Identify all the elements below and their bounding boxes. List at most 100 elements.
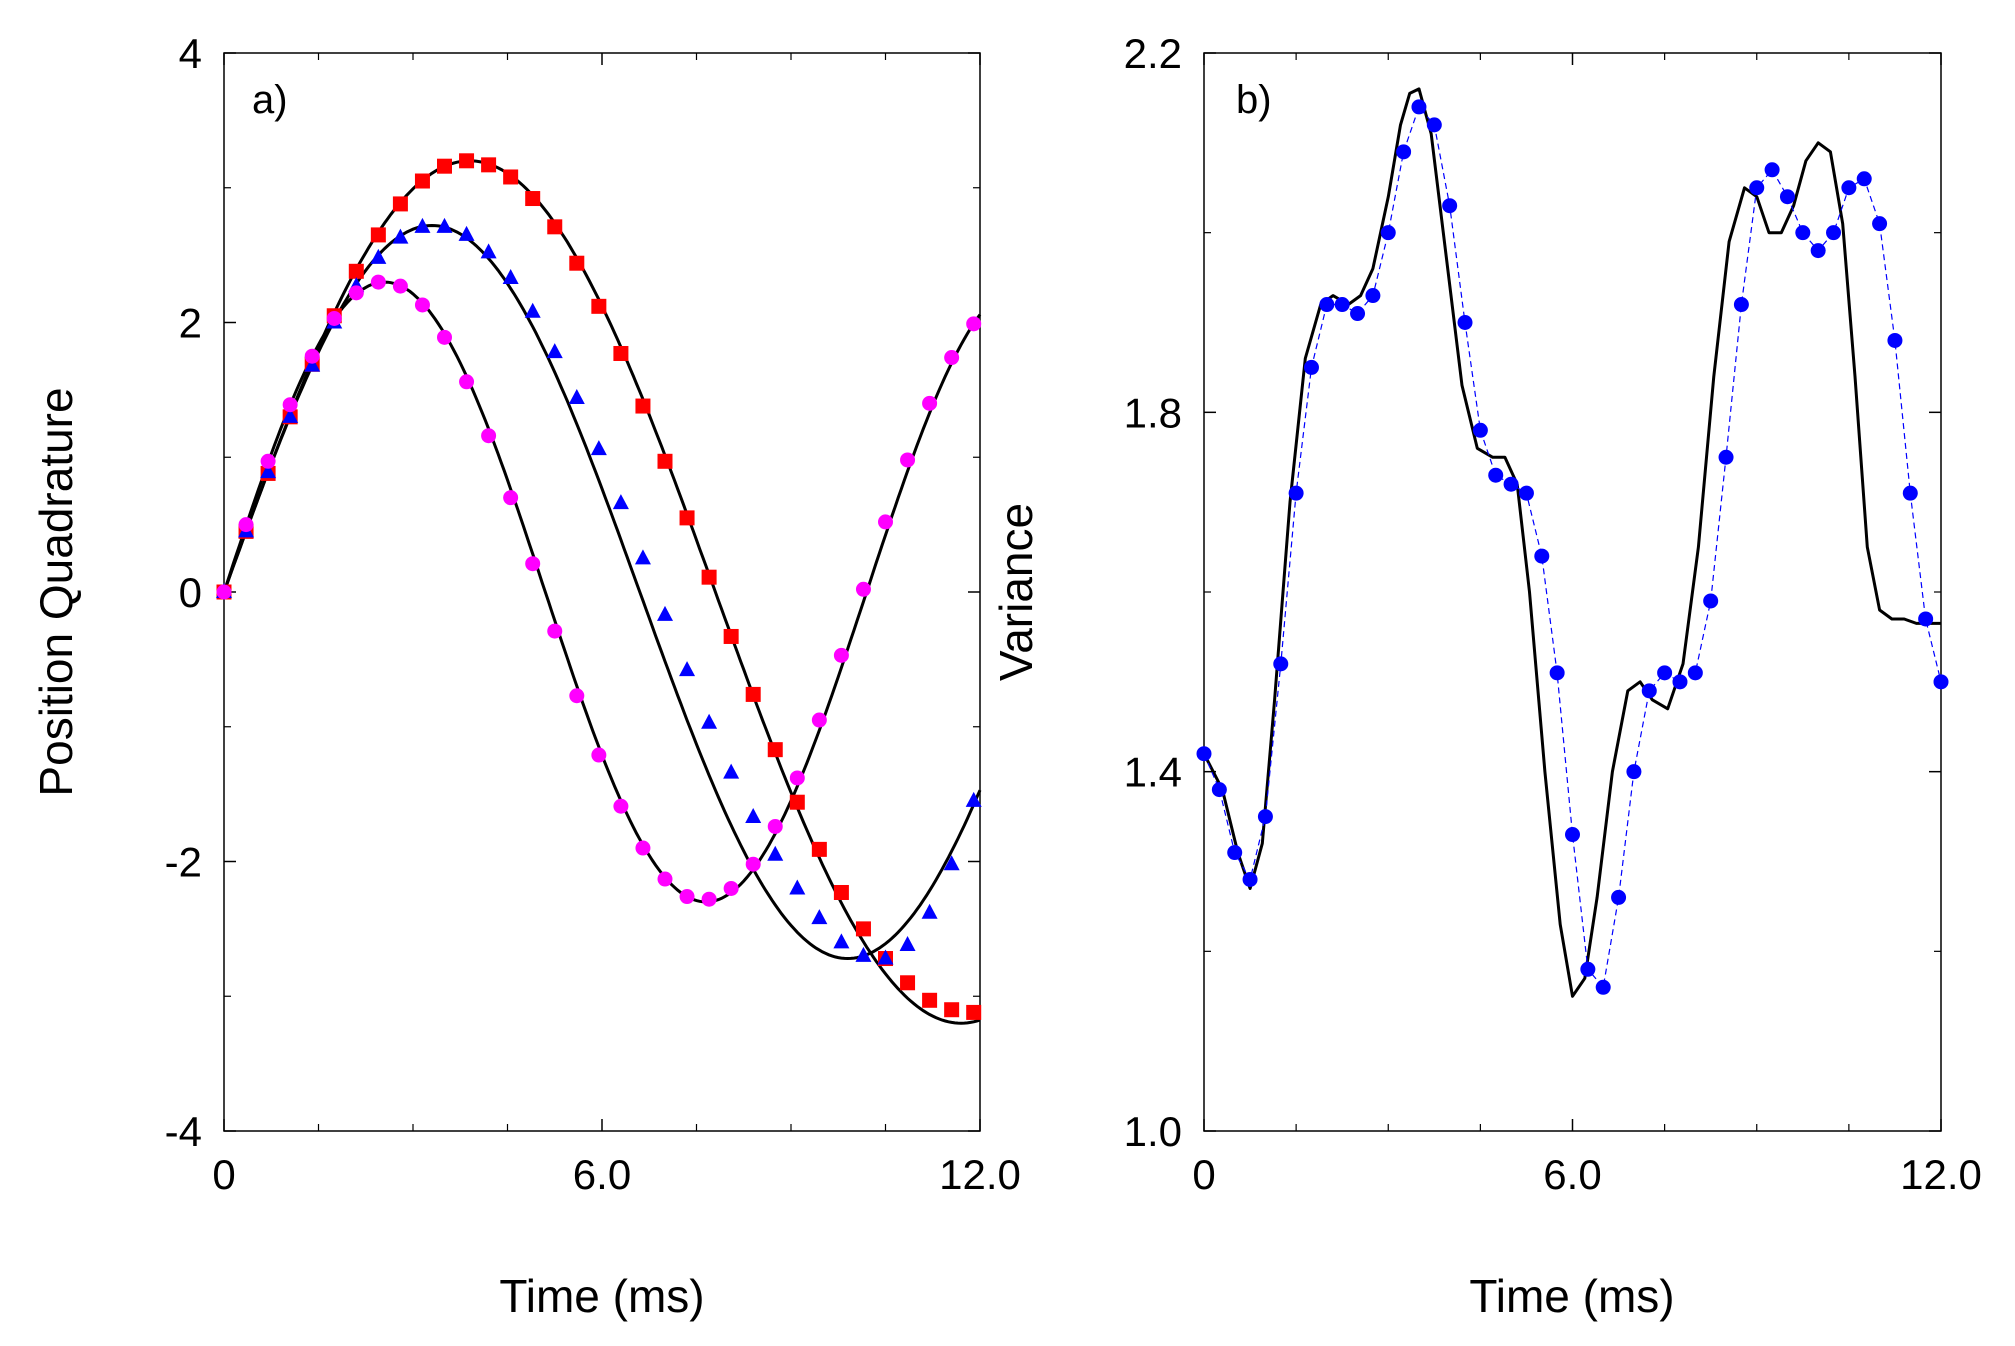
- squares-point: [833, 884, 849, 900]
- circles-point: [900, 452, 916, 468]
- y-tick-label: 1.8: [1124, 389, 1182, 436]
- circles-point: [679, 889, 695, 905]
- circles-point: [481, 428, 497, 444]
- squares-point: [414, 173, 430, 189]
- measured-point: [1319, 297, 1335, 313]
- squares-point: [657, 453, 673, 469]
- triangles-point: [634, 549, 651, 565]
- circles-point: [944, 350, 960, 366]
- measured-point: [1242, 871, 1258, 887]
- circles-point: [392, 278, 408, 294]
- measured-point: [1764, 162, 1780, 178]
- measured-point: [1580, 961, 1596, 977]
- circles-point: [966, 316, 982, 332]
- squares-point: [569, 255, 585, 271]
- circles-point: [304, 348, 320, 364]
- measured-point: [1779, 189, 1795, 205]
- triangles-point: [789, 879, 806, 895]
- triangles-point: [436, 217, 453, 233]
- panel-a-label: a): [252, 78, 288, 122]
- triangles-point: [701, 713, 718, 729]
- triangles-point: [767, 845, 784, 861]
- y-tick-label: -4: [165, 1108, 202, 1155]
- measured-point: [1273, 656, 1289, 672]
- measured-point: [1872, 216, 1888, 232]
- squares-point: [547, 219, 563, 235]
- circles-point: [922, 395, 938, 411]
- squares-point: [613, 345, 629, 361]
- x-tick-label: 6.0: [1543, 1151, 1601, 1198]
- x-tick-label: 12.0: [939, 1151, 1021, 1198]
- measured-point: [1350, 306, 1366, 322]
- panel-b-plot-frame: [1203, 52, 1942, 1132]
- squares-point: [591, 298, 607, 314]
- circles-point: [745, 856, 761, 872]
- triangles-point: [568, 388, 585, 404]
- squares-point: [900, 975, 916, 991]
- panel-a-data-points: [216, 153, 982, 1020]
- x-tick-label: 12.0: [1900, 1151, 1982, 1198]
- measured-point: [1457, 315, 1473, 330]
- measured-point: [1672, 674, 1688, 690]
- circles-point: [348, 285, 364, 301]
- measured-point: [1211, 782, 1227, 798]
- measured-point: [1810, 243, 1826, 259]
- squares-point: [701, 569, 717, 585]
- circles-point: [833, 647, 849, 663]
- squares-point: [811, 841, 827, 857]
- circles-point: [437, 329, 452, 345]
- measured-point: [1611, 889, 1627, 905]
- measured-point: [1795, 225, 1811, 241]
- measured-point: [1365, 288, 1381, 304]
- measured-point: [1518, 485, 1534, 501]
- circles-point: [459, 374, 475, 390]
- circles-point: [326, 310, 342, 326]
- measured-point: [1902, 485, 1918, 501]
- triangles-point: [943, 855, 960, 871]
- measured-point: [1534, 548, 1550, 564]
- measured-point: [1488, 467, 1504, 483]
- circles-point: [635, 840, 651, 856]
- circles-point: [701, 891, 717, 907]
- measured-point: [1595, 979, 1611, 995]
- measured-point: [1657, 665, 1673, 681]
- y-tick-label: 0: [179, 569, 202, 616]
- squares-point: [481, 157, 497, 173]
- measured-point: [1411, 99, 1427, 115]
- triangles-point: [899, 936, 916, 952]
- measured-point: [1503, 476, 1519, 492]
- circles-point: [789, 770, 805, 786]
- x-tick-label: 0: [212, 1151, 235, 1198]
- panel-a-ticks: 0 6.0 12.0 -4 -2 0 2 4: [165, 30, 1021, 1198]
- circles-point: [525, 556, 541, 572]
- panel-b-variance: b) Time (ms) Variance 0 6.0 12.0 1.0 1.4 1.8 2…: [990, 30, 1982, 1322]
- triangles-point: [282, 407, 299, 423]
- triangles-point: [921, 903, 938, 919]
- squares-point: [767, 742, 783, 758]
- squares-point: [944, 1002, 960, 1018]
- panel-a-position-quadrature: a) Time (ms) Position Quadrature 0 6.0 12.…: [30, 30, 1021, 1322]
- panel-b-y-axis-title: Variance: [990, 503, 1042, 681]
- circles-point: [238, 517, 254, 533]
- panel-a-x-axis-title: Time (ms): [499, 1270, 704, 1322]
- circles-point: [613, 798, 629, 814]
- x-tick-label: 0: [1192, 1151, 1215, 1198]
- triangles-point: [877, 949, 894, 965]
- squares-point: [459, 153, 475, 169]
- measured-point: [1718, 449, 1734, 465]
- triangles-point: [590, 440, 607, 456]
- measured-point: [1472, 422, 1488, 438]
- measured-point: [1288, 485, 1304, 501]
- measured-point: [1826, 225, 1842, 241]
- squares-point: [348, 263, 364, 279]
- x-tick-label: 6.0: [573, 1151, 631, 1198]
- triangles-point: [392, 228, 409, 244]
- circles-point: [569, 688, 585, 704]
- triangles-point: [370, 248, 387, 264]
- circles-point: [216, 584, 232, 600]
- triangles-point: [304, 356, 321, 372]
- triangles-point: [657, 605, 673, 621]
- triangles-point: [502, 269, 519, 285]
- triangles-point: [855, 946, 872, 962]
